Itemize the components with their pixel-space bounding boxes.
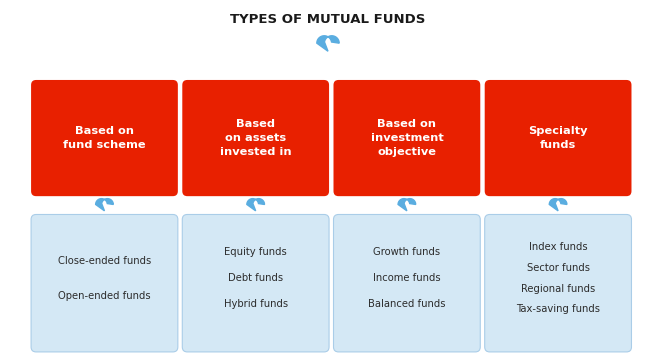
FancyBboxPatch shape bbox=[182, 215, 329, 352]
Text: TYPES OF MUTUAL FUNDS: TYPES OF MUTUAL FUNDS bbox=[230, 13, 426, 26]
Text: Growth funds: Growth funds bbox=[373, 247, 440, 257]
FancyBboxPatch shape bbox=[485, 215, 632, 352]
Text: Based on
investment
objective: Based on investment objective bbox=[371, 119, 443, 157]
Text: Based on
fund scheme: Based on fund scheme bbox=[63, 126, 146, 150]
FancyBboxPatch shape bbox=[485, 80, 632, 196]
FancyBboxPatch shape bbox=[333, 215, 480, 352]
Text: Equity funds: Equity funds bbox=[224, 247, 287, 257]
Text: Index funds: Index funds bbox=[529, 242, 587, 252]
Text: Regional funds: Regional funds bbox=[521, 284, 595, 293]
Text: Balanced funds: Balanced funds bbox=[368, 299, 445, 309]
Text: Close-ended funds: Close-ended funds bbox=[58, 256, 151, 266]
FancyBboxPatch shape bbox=[333, 80, 480, 196]
Text: Tax-saving funds: Tax-saving funds bbox=[516, 304, 600, 314]
FancyBboxPatch shape bbox=[31, 215, 178, 352]
FancyBboxPatch shape bbox=[182, 80, 329, 196]
Text: Income funds: Income funds bbox=[373, 273, 441, 283]
Polygon shape bbox=[317, 36, 339, 51]
Text: Hybrid funds: Hybrid funds bbox=[224, 299, 288, 309]
Text: Sector funds: Sector funds bbox=[527, 263, 590, 273]
Text: Open-ended funds: Open-ended funds bbox=[58, 291, 151, 301]
Polygon shape bbox=[398, 199, 416, 211]
Polygon shape bbox=[247, 199, 264, 211]
Text: Based
on assets
invested in: Based on assets invested in bbox=[220, 119, 291, 157]
Text: Debt funds: Debt funds bbox=[228, 273, 283, 283]
Text: Specialty
funds: Specialty funds bbox=[528, 126, 588, 150]
FancyBboxPatch shape bbox=[31, 80, 178, 196]
Polygon shape bbox=[549, 199, 567, 211]
Polygon shape bbox=[96, 199, 113, 211]
